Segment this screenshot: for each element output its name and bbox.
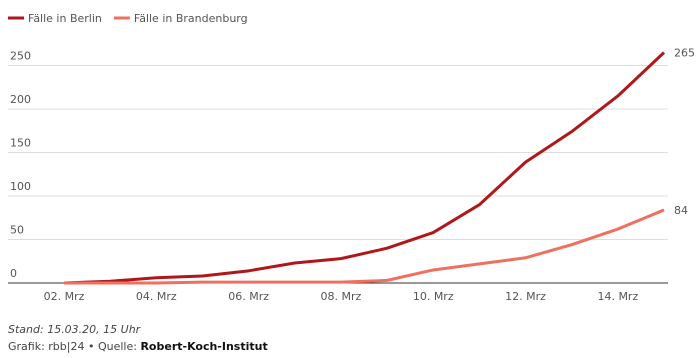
credit-text: Grafik: rbb|24 • Quelle:	[8, 340, 137, 353]
legend-label: Fälle in Berlin	[28, 12, 102, 25]
end-label: 84	[674, 204, 688, 217]
x-tick-label: 08. Mrz	[321, 290, 362, 303]
x-tick-label: 06. Mrz	[228, 290, 269, 303]
x-tick-label: 04. Mrz	[136, 290, 177, 303]
legend-label: Fälle in Brandenburg	[134, 12, 248, 25]
y-tick-label: 100	[10, 180, 31, 193]
x-tick-label: 14. Mrz	[597, 290, 638, 303]
x-tick-label: 12. Mrz	[505, 290, 546, 303]
credit: Grafik: rbb|24 • Quelle: Robert-Koch-Ins…	[8, 340, 268, 353]
source: Robert-Koch-Institut	[140, 340, 267, 353]
y-tick-label: 50	[10, 224, 24, 237]
y-tick-label: 0	[10, 267, 17, 280]
x-tick-label: 02. Mrz	[44, 290, 85, 303]
end-label: 265	[674, 47, 695, 60]
y-tick-label: 150	[10, 137, 31, 150]
line	[63, 51, 666, 285]
y-tick-label: 250	[10, 50, 31, 63]
y-tick-label: 200	[10, 93, 31, 106]
note: Stand: 15.03.20, 15 Uhr	[8, 323, 142, 336]
line	[64, 208, 665, 285]
x-tick-label: 10. Mrz	[413, 290, 454, 303]
